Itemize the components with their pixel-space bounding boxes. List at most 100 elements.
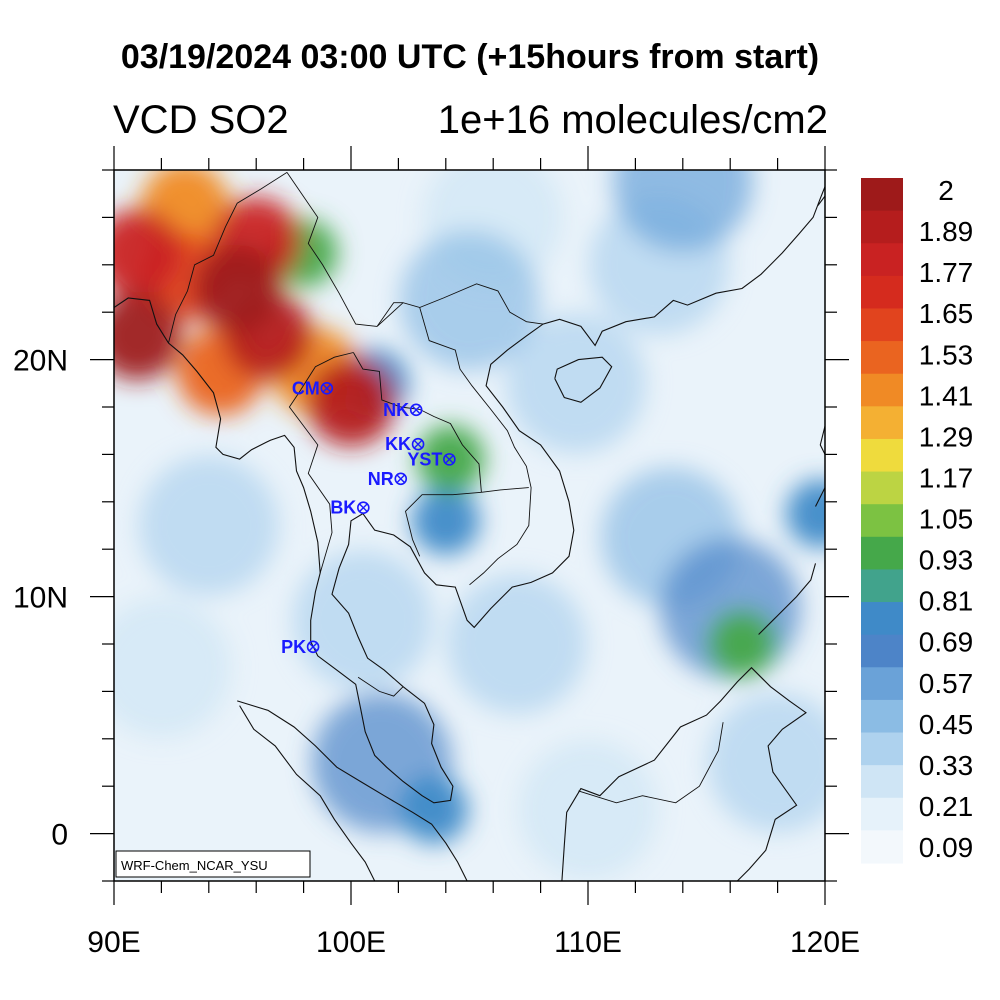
station-marker-cross bbox=[444, 454, 454, 464]
y-tick-label: 10N bbox=[13, 582, 68, 615]
map-title: 03/19/2024 03:00 UTC (+15hours from star… bbox=[120, 38, 820, 76]
so2-field-cell bbox=[506, 313, 647, 454]
coastline bbox=[758, 563, 817, 635]
colorbar-label: 0.69 bbox=[919, 627, 974, 658]
country-border bbox=[357, 676, 404, 697]
country-border bbox=[286, 172, 378, 327]
colorbar-label: 1.41 bbox=[919, 380, 974, 411]
colorbar-label: 0.57 bbox=[919, 668, 974, 699]
station-nr: NR bbox=[368, 469, 408, 489]
station-marker-icon bbox=[306, 640, 320, 654]
colorbar-label: 1.29 bbox=[919, 421, 974, 452]
units-label: 1e+16 molecules/cm2 bbox=[437, 98, 828, 142]
colorbar-swatch bbox=[861, 797, 903, 831]
colorbar-swatch bbox=[861, 210, 903, 244]
so2-field-cell bbox=[411, 486, 480, 555]
station-nk: NK bbox=[383, 400, 423, 420]
station-label: BK bbox=[330, 498, 356, 518]
country-border bbox=[376, 302, 532, 586]
so2-field-cell bbox=[114, 208, 182, 297]
colorbar-label: 1.89 bbox=[919, 216, 974, 247]
station-marker-cross bbox=[396, 474, 406, 484]
so2-field-cell bbox=[518, 739, 658, 880]
plot-frame bbox=[113, 169, 826, 882]
station-bk: BK bbox=[330, 498, 370, 518]
colorbar-swatch bbox=[861, 732, 903, 766]
station-marker-cross bbox=[413, 439, 423, 449]
so2-field-cell bbox=[786, 479, 825, 548]
coastline bbox=[554, 356, 613, 403]
station-marker-icon bbox=[443, 453, 456, 466]
country-border bbox=[376, 302, 404, 327]
coastline bbox=[815, 487, 825, 507]
so2-field-cell bbox=[708, 610, 777, 678]
station-marker-cross bbox=[411, 405, 421, 415]
so2-field-cell bbox=[138, 455, 279, 596]
so2-field-cell bbox=[292, 550, 433, 691]
so2-field-cell bbox=[446, 574, 587, 714]
colorbar-swatch bbox=[861, 569, 903, 603]
so2-field-cell bbox=[114, 597, 232, 738]
x-tick-label: 110E bbox=[554, 926, 622, 959]
colorbar-swatch bbox=[861, 602, 903, 636]
coastline bbox=[114, 186, 825, 804]
variable-label: VCD SO2 bbox=[113, 98, 289, 142]
country-border bbox=[405, 491, 482, 557]
colorbar-swatch bbox=[861, 406, 903, 440]
colorbar-label: 0.81 bbox=[919, 586, 974, 617]
country-border bbox=[578, 722, 724, 804]
colorbar-label: 1.77 bbox=[919, 257, 974, 288]
so2-field-cell bbox=[707, 692, 825, 833]
so2-field-cell bbox=[612, 170, 753, 252]
y-tick-label: 20N bbox=[13, 345, 68, 378]
y-tick-label: 0 bbox=[51, 819, 68, 852]
colorbar-swatch bbox=[861, 243, 903, 277]
x-tick-label: 100E bbox=[316, 926, 386, 959]
coastline bbox=[237, 700, 468, 881]
station-marker-icon bbox=[411, 437, 425, 451]
colorbar-swatch bbox=[861, 275, 903, 310]
model-credit-box: WRF-Chem_NCAR_YSU bbox=[115, 850, 311, 878]
colorbar-swatch bbox=[861, 830, 903, 864]
colorbar-label: 0.33 bbox=[919, 750, 974, 781]
station-label: KK bbox=[385, 434, 411, 454]
station-label: YST bbox=[407, 449, 442, 469]
colorbar-swatch bbox=[861, 536, 903, 571]
country-border bbox=[168, 172, 288, 344]
colorbar-swatch bbox=[861, 178, 903, 212]
country-border bbox=[419, 283, 544, 325]
station-label: CM bbox=[292, 378, 320, 398]
map-frame bbox=[113, 169, 826, 882]
station-marker-cross bbox=[322, 383, 332, 393]
country-border bbox=[481, 487, 529, 493]
colorbar-swatch bbox=[861, 438, 903, 473]
colorbar-swatch bbox=[861, 504, 903, 538]
country-border bbox=[288, 352, 354, 574]
so2-field-cell bbox=[399, 775, 468, 844]
colorbar-label: 1.05 bbox=[919, 504, 974, 535]
credit-box bbox=[115, 850, 311, 878]
colorbar-label: 0.21 bbox=[919, 791, 974, 822]
country-border bbox=[353, 352, 482, 493]
station-label: NR bbox=[368, 469, 394, 489]
colorbar-label: 2 bbox=[938, 175, 954, 206]
colorbar-swatch bbox=[861, 373, 903, 407]
coastlines bbox=[114, 172, 825, 881]
colorbar-swatch bbox=[861, 765, 903, 799]
coastline bbox=[819, 425, 825, 455]
colorbar-swatch bbox=[861, 341, 903, 375]
station-yst: YST bbox=[407, 449, 456, 469]
coastline bbox=[817, 195, 825, 206]
station-label: NK bbox=[383, 400, 409, 420]
colorbar-swatch bbox=[861, 634, 903, 668]
so2-field-cell bbox=[399, 230, 540, 371]
station-pk: PK bbox=[281, 637, 320, 657]
station-marker-icon bbox=[394, 472, 408, 486]
so2-field bbox=[114, 170, 825, 880]
colorbar-label: 1.17 bbox=[919, 462, 974, 493]
station-marker-icon bbox=[409, 403, 423, 417]
coastline bbox=[239, 705, 376, 881]
station-label: PK bbox=[281, 637, 306, 657]
station-kk: KK bbox=[385, 434, 425, 454]
colorbar-label: 1.65 bbox=[919, 298, 974, 329]
